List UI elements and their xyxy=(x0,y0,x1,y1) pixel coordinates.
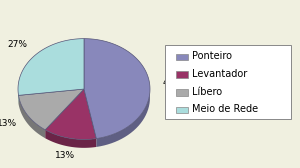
Polygon shape xyxy=(96,92,150,147)
Text: 27%: 27% xyxy=(7,39,27,49)
Bar xyxy=(176,71,188,78)
Polygon shape xyxy=(45,89,96,139)
Polygon shape xyxy=(45,130,96,148)
Text: 47%: 47% xyxy=(163,78,183,87)
Polygon shape xyxy=(18,39,84,95)
Text: 13%: 13% xyxy=(55,151,75,160)
Text: Meio de Rede: Meio de Rede xyxy=(192,104,258,114)
Bar xyxy=(176,107,188,113)
Bar xyxy=(176,54,188,60)
Bar xyxy=(176,89,188,96)
Polygon shape xyxy=(19,89,84,130)
FancyBboxPatch shape xyxy=(165,45,291,119)
Text: Ponteiro: Ponteiro xyxy=(192,51,232,61)
Polygon shape xyxy=(18,90,19,104)
Text: Líbero: Líbero xyxy=(192,87,222,97)
Text: Levantador: Levantador xyxy=(192,69,247,79)
Polygon shape xyxy=(19,95,45,138)
Polygon shape xyxy=(84,39,150,139)
Text: 13%: 13% xyxy=(0,119,17,128)
